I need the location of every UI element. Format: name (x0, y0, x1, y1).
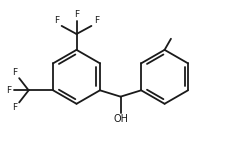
Text: F: F (94, 16, 99, 25)
Text: F: F (74, 10, 79, 19)
Text: F: F (12, 68, 17, 77)
Text: F: F (6, 86, 11, 95)
Text: F: F (12, 103, 17, 112)
Text: OH: OH (113, 114, 128, 124)
Text: F: F (54, 16, 59, 25)
